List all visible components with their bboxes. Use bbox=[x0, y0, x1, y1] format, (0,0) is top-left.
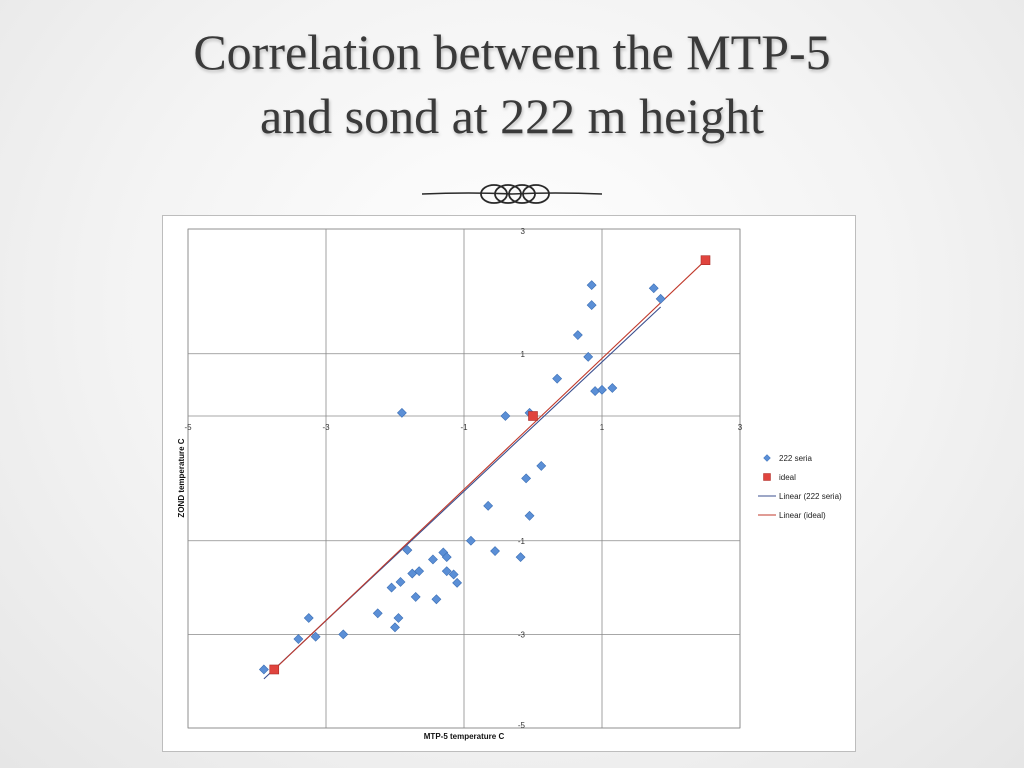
legend-label: ideal bbox=[779, 473, 796, 482]
y-tick-label: 1 bbox=[521, 350, 526, 359]
data-point-222-seria bbox=[338, 629, 349, 640]
x-tick-label: 3 bbox=[738, 423, 743, 432]
data-point-222-seria bbox=[524, 510, 535, 521]
x-tick-label: -1 bbox=[460, 423, 468, 432]
legend-marker-ideal bbox=[763, 473, 771, 481]
data-point-222-seria bbox=[655, 293, 666, 304]
data-point-222-seria bbox=[402, 545, 413, 556]
data-point-222-seria bbox=[395, 577, 406, 587]
data-point-222-seria bbox=[393, 613, 404, 623]
data-point-222-seria bbox=[552, 373, 563, 384]
y-axis-title: ZOND temperature C bbox=[177, 438, 186, 517]
slide-title: Correlation between the MTP-5 and sond a… bbox=[0, 20, 1024, 148]
data-points bbox=[258, 255, 711, 675]
slide-title-line-2: and sond at 222 m height bbox=[259, 88, 765, 144]
data-point-222-seria bbox=[386, 582, 397, 593]
legend: 222 seria ideal Linear (222 seria) Linear (… bbox=[758, 454, 842, 520]
x-tick-label: -5 bbox=[184, 423, 192, 432]
data-point-222-seria bbox=[410, 592, 421, 602]
legend-marker-222-seria bbox=[763, 454, 771, 462]
data-point-222-seria bbox=[293, 634, 304, 644]
y-tick-label: 3 bbox=[521, 227, 526, 236]
data-point-222-seria bbox=[448, 569, 459, 580]
data-point-222-seria bbox=[407, 568, 418, 579]
legend-label: Linear (ideal) bbox=[779, 511, 826, 520]
data-point-222-seria bbox=[483, 500, 494, 511]
y-tick-label: -3 bbox=[518, 630, 526, 639]
chart-frame: -5 -3 -1 1 3 3 1 -1 -3 -5 MTP-5 temperature C ZON… bbox=[162, 215, 856, 752]
data-point-222-seria bbox=[303, 613, 314, 623]
data-point-222-seria bbox=[583, 351, 594, 362]
data-point-222-seria bbox=[465, 535, 476, 546]
data-point-222-seria bbox=[431, 594, 442, 605]
data-point-ideal bbox=[528, 411, 538, 421]
x-tick-label: 1 bbox=[600, 423, 605, 432]
data-point-222-seria bbox=[310, 631, 321, 642]
scatter-chart: -5 -3 -1 1 3 3 1 -1 -3 -5 MTP-5 temperature C ZON… bbox=[177, 227, 842, 741]
data-point-222-seria bbox=[586, 280, 597, 291]
y-tick-label: -5 bbox=[518, 721, 526, 730]
data-point-ideal bbox=[700, 255, 711, 265]
legend-label: 222 seria bbox=[779, 454, 812, 463]
data-point-222-seria bbox=[515, 552, 526, 563]
data-point-222-seria bbox=[536, 460, 547, 471]
data-point-222-seria bbox=[452, 577, 463, 588]
y-tick-label: -1 bbox=[518, 537, 526, 546]
tick-labels: -5 -3 -1 1 3 3 1 -1 -3 -5 bbox=[184, 227, 742, 730]
trendline-ideal bbox=[273, 259, 706, 670]
data-point-222-seria bbox=[441, 552, 452, 563]
legend-label: Linear (222 seria) bbox=[779, 492, 842, 501]
data-point-222-seria bbox=[590, 386, 601, 397]
data-point-222-seria bbox=[396, 407, 407, 418]
data-point-222-seria bbox=[597, 384, 607, 395]
data-point-222-seria bbox=[648, 283, 659, 294]
data-point-222-seria bbox=[607, 383, 618, 393]
data-point-222-seria bbox=[521, 473, 532, 484]
data-point-222-seria bbox=[500, 411, 511, 421]
slide-title-line-1: Correlation between the MTP-5 bbox=[193, 24, 831, 80]
grid-lines bbox=[187, 228, 741, 729]
x-axis-title: MTP-5 temperature C bbox=[424, 732, 505, 741]
data-point-222-seria bbox=[390, 622, 400, 633]
data-point-222-seria bbox=[586, 300, 597, 311]
data-point-222-seria bbox=[490, 546, 500, 556]
data-point-ideal bbox=[269, 664, 280, 675]
plot-area-border bbox=[187, 228, 741, 729]
data-point-222-seria bbox=[441, 566, 452, 577]
data-point-222-seria bbox=[428, 554, 438, 565]
data-point-222-seria bbox=[258, 664, 269, 675]
title-ornament-divider bbox=[421, 184, 603, 204]
x-tick-label: -3 bbox=[322, 423, 330, 432]
data-point-222-seria bbox=[572, 330, 583, 340]
data-point-222-seria bbox=[372, 608, 383, 619]
trend-lines bbox=[263, 259, 706, 680]
